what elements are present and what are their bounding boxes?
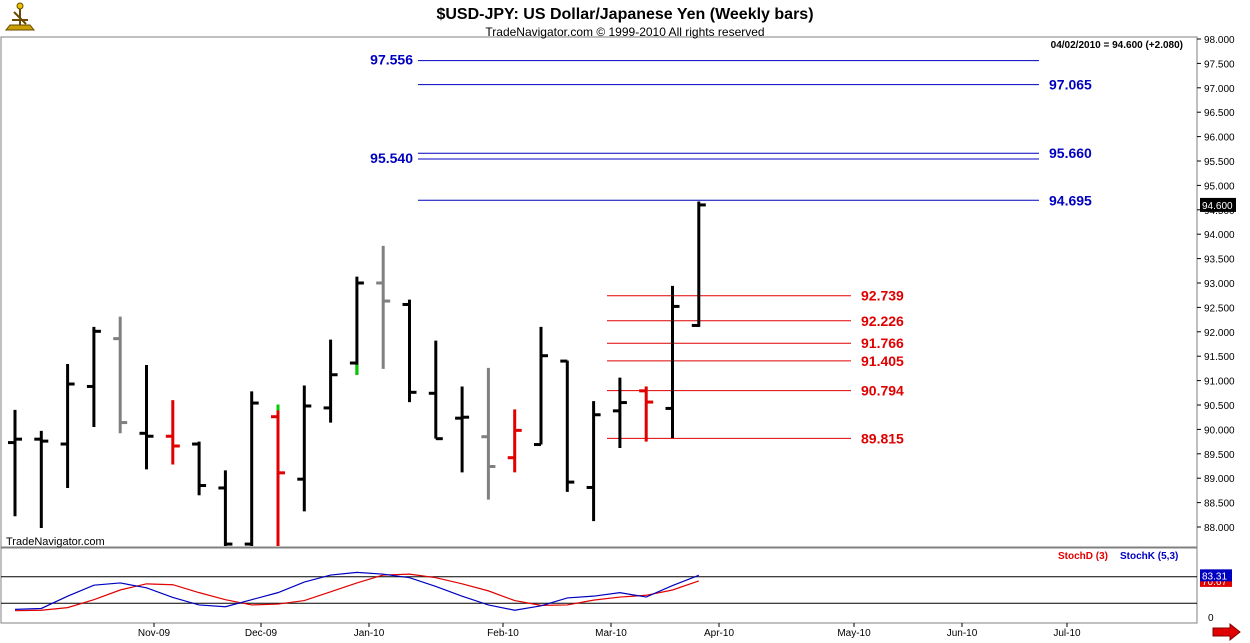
price-axis-tick-label: 98.000	[1204, 35, 1235, 46]
arrow-right-icon[interactable]	[1212, 622, 1241, 642]
time-axis-label: Jun-10	[947, 628, 978, 639]
price-level-label: 95.660	[1049, 145, 1092, 161]
time-axis-label: Feb-10	[487, 628, 519, 639]
price-axis-tick-label: 96.500	[1204, 108, 1235, 119]
price-axis-tick-label: 93.500	[1204, 255, 1235, 266]
ohlc-bar	[34, 430, 49, 528]
price-axis-tick-label: 90.000	[1204, 425, 1235, 436]
price-levels: 97.556 97.065 95.660 95.540 94.695 92.739 92.2…	[370, 52, 1092, 447]
ohlc-bar	[639, 386, 654, 442]
price-level-label: 90.794	[861, 383, 904, 399]
chart-title: $USD-JPY: US Dollar/Japanese Yen (Weekly…	[436, 6, 813, 23]
chart-subtitle: TradeNavigator.com © 1999-2010 All right…	[485, 25, 764, 39]
price-axis-tick-label: 88.500	[1204, 499, 1235, 510]
stochastic-panel-frame	[0, 547, 1198, 624]
legend-stochd: StochD (3)	[1058, 551, 1108, 562]
time-axis-label: Jul-10	[1053, 628, 1081, 639]
watermark: TradeNavigator.com	[6, 536, 105, 548]
price-axis-tick-label: 88.000	[1204, 523, 1235, 534]
ohlc-bar	[218, 470, 233, 546]
price-level-label: 92.739	[861, 288, 904, 304]
price-level-label: 95.540	[370, 150, 413, 166]
price-level-label: 94.695	[1049, 192, 1092, 208]
price-level-label: 91.405	[861, 353, 904, 369]
logo	[4, 2, 36, 31]
time-axis-label: Dec-09	[245, 628, 278, 639]
price-panel-frame	[0, 36, 1198, 548]
time-axis: Nov-09 Dec-09 Jan-10 Feb-10 Mar-10 Apr-10 May-…	[138, 623, 1081, 639]
price-axis-tick-label: 92.000	[1204, 328, 1235, 339]
stochastic-line	[14, 573, 699, 612]
price-axis-tick-label: 91.500	[1204, 352, 1235, 363]
stochastic-last-value-label: 70.67	[1202, 577, 1227, 588]
time-axis-label: Mar-10	[595, 628, 627, 639]
ohlc-bar	[86, 326, 101, 427]
price-axis-tick-label: 91.000	[1204, 377, 1235, 388]
stochastic-axis-tick-label: 0	[1208, 613, 1214, 624]
ohlc-bar	[349, 276, 364, 375]
price-axis-tick-label: 96.000	[1204, 133, 1235, 144]
ohlc-bar	[534, 326, 548, 447]
ohlc-bar	[428, 340, 443, 441]
price-axis-tick-label: 92.500	[1204, 303, 1235, 314]
scroll-right-button[interactable]	[1212, 622, 1241, 642]
ohlc-bar	[139, 364, 154, 470]
price-axis-tick-label: 94.000	[1204, 230, 1235, 241]
ohlc-bar	[612, 377, 627, 448]
price-level-label: 92.226	[861, 313, 904, 329]
ohlc-bar	[113, 316, 128, 434]
legend-stochk: StochK (5,3)	[1120, 551, 1178, 562]
ohlc-bar	[271, 404, 285, 546]
price-axis-tick-label: 95.000	[1204, 181, 1235, 192]
stochastic-last-value-label: 83.31	[1202, 571, 1227, 582]
ohlc-bar	[560, 359, 575, 492]
ohlc-bar	[60, 364, 75, 488]
ohlc-bar	[8, 409, 22, 517]
ohlc-bar	[297, 385, 312, 512]
stochastic-line	[14, 571, 700, 611]
price-axis-tick-label: 93.000	[1204, 279, 1235, 290]
price-level-label: 97.556	[370, 52, 413, 68]
price-axis-tick-label: 97.000	[1204, 84, 1235, 95]
ohlc-bar	[481, 367, 496, 500]
ohlc-bar	[455, 386, 470, 473]
ohlc-bar	[192, 441, 207, 496]
ohlc-bar	[665, 285, 680, 439]
last-bar-readout: 04/02/2010 = 94.600 (+2.080)	[1051, 40, 1183, 51]
ohlc-bar	[691, 201, 706, 327]
ohlc-bar	[244, 391, 259, 546]
price-level-label: 97.065	[1049, 77, 1092, 93]
ohlc-bar	[323, 339, 338, 423]
price-axis-tick-label: 97.500	[1204, 59, 1235, 70]
sextant-logo-icon	[4, 2, 36, 31]
ohlc-bar	[402, 299, 417, 403]
time-axis-label: May-10	[837, 628, 871, 639]
price-level-label: 89.815	[861, 430, 904, 446]
time-axis-label: Nov-09	[138, 628, 171, 639]
ohlc-bar	[507, 409, 522, 473]
stochastic-last-value-box	[1200, 569, 1232, 582]
price-axis-tick-label: 90.500	[1204, 401, 1235, 412]
price-axis: 88.000 88.500 89.000 89.500 90.000 90.500 91.0…	[1197, 35, 1236, 534]
ohlc-bar	[586, 401, 601, 522]
price-level-label: 91.766	[861, 335, 904, 351]
ohlc-bar	[165, 400, 180, 465]
current-price-label: 94.600	[1202, 201, 1233, 212]
price-axis-tick-label: 95.500	[1204, 157, 1235, 168]
price-axis-tick-label: 89.500	[1204, 450, 1235, 461]
time-axis-label: Apr-10	[704, 628, 734, 639]
time-axis-label: Jan-10	[354, 628, 385, 639]
price-axis-tick-label: 89.000	[1204, 474, 1235, 485]
current-price-box	[1200, 197, 1236, 212]
ohlc-bar	[376, 245, 391, 369]
price-bars	[8, 201, 706, 546]
